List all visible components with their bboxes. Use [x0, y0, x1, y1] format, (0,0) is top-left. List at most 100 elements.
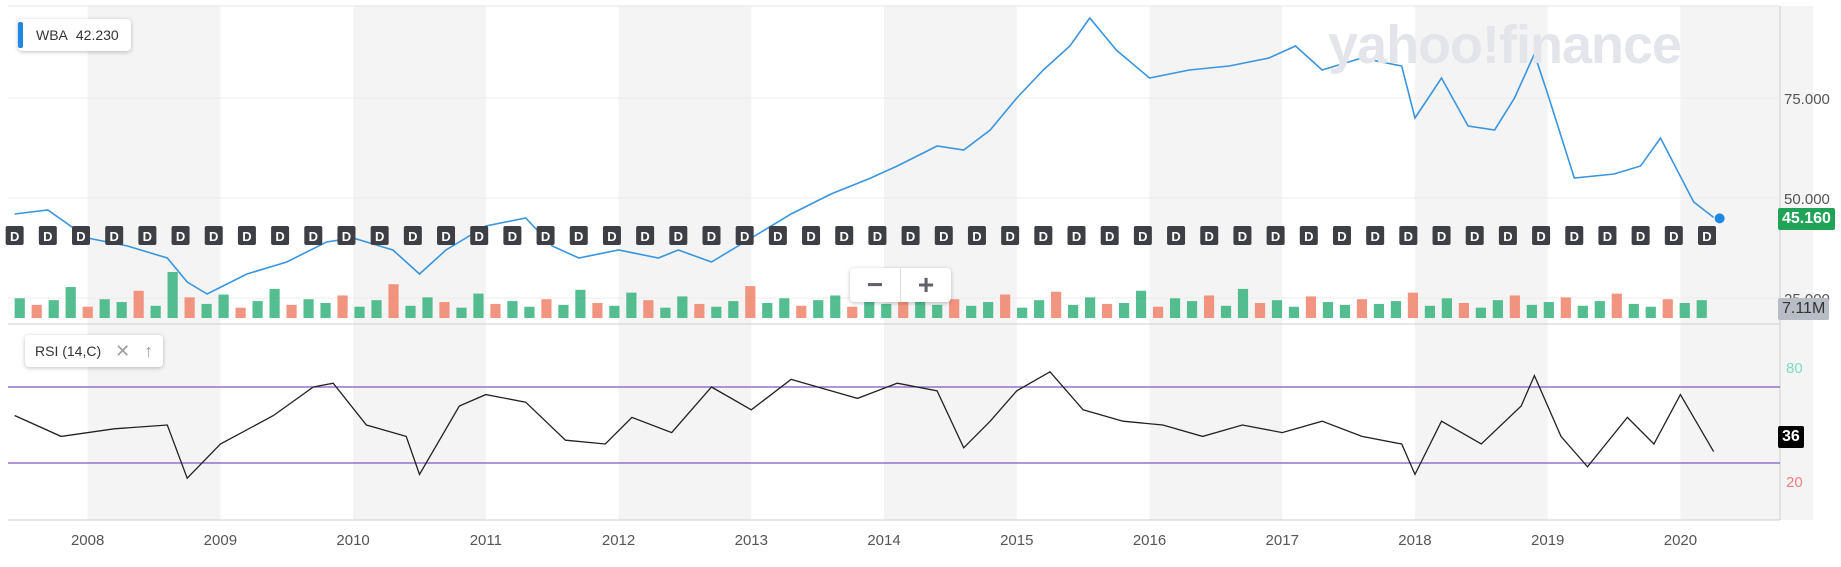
dividend-marker-label: D	[840, 229, 849, 244]
dividend-marker-label: D	[1370, 229, 1379, 244]
dividend-marker	[1067, 226, 1086, 245]
x-tick-label: 2018	[1398, 532, 1431, 549]
volume-bar	[371, 300, 382, 318]
volume-bar	[1645, 306, 1656, 318]
dividend-marker-label: D	[972, 229, 981, 244]
volume-bar	[1594, 301, 1605, 318]
volume-bar	[643, 300, 654, 318]
dividend-marker-label: D	[1404, 229, 1413, 244]
dividend-marker-label: D	[76, 229, 85, 244]
x-tick-label: 2015	[1000, 532, 1033, 549]
rsi-y-tick-label: 20	[1786, 474, 1803, 491]
dividend-marker-label: D	[1072, 229, 1081, 244]
dividend-marker-label: D	[10, 229, 19, 244]
volume-bar	[660, 307, 671, 318]
volume-bar	[1543, 302, 1554, 318]
dividend-marker	[1465, 226, 1484, 245]
dividend-marker-label: D	[408, 229, 417, 244]
dividend-marker-label: D	[674, 229, 683, 244]
dividend-marker	[1100, 226, 1119, 245]
volume-bar	[1611, 293, 1622, 318]
volume-bar	[1254, 302, 1266, 318]
volume-bar	[507, 301, 518, 318]
series-color-swatch	[18, 22, 23, 48]
volume-bars	[14, 272, 1707, 318]
volume-bar	[1679, 302, 1690, 318]
volume-bar	[847, 306, 858, 318]
price-y-tick-label: 50.000	[1784, 191, 1830, 208]
dividend-marker	[138, 226, 157, 245]
volume-bar	[949, 299, 960, 318]
close-icon[interactable]: ✕	[115, 340, 131, 361]
ticker-symbol: WBA	[36, 27, 68, 43]
dividend-marker	[835, 226, 854, 245]
dividend-marker-label: D	[209, 229, 218, 244]
dividend-marker	[237, 226, 256, 245]
dividend-marker-label: D	[1138, 229, 1147, 244]
dividend-marker-label: D	[1669, 229, 1678, 244]
volume-bar	[235, 307, 246, 318]
dividend-marker	[171, 226, 190, 245]
x-tick-label: 2016	[1133, 532, 1166, 549]
volume-bar	[354, 306, 365, 318]
volume-bar	[915, 293, 926, 318]
dividend-marker	[602, 226, 621, 245]
dividend-marker	[370, 226, 389, 245]
volume-bar	[694, 303, 705, 318]
dividend-marker-label: D	[1238, 229, 1247, 244]
volume-bar	[1051, 291, 1062, 318]
x-tick-label: 2019	[1531, 532, 1564, 549]
dividend-marker	[1034, 226, 1053, 245]
volume-bar	[14, 298, 25, 318]
dividend-marker	[901, 226, 920, 245]
dividend-marker	[669, 226, 688, 245]
dividend-marker	[403, 226, 422, 245]
arrow-up-icon[interactable]: ↑	[144, 340, 154, 361]
volume-bar	[1169, 298, 1181, 318]
zoom-in-button[interactable]: +	[917, 269, 935, 300]
volume-bar	[813, 300, 824, 318]
year-band	[884, 6, 1017, 520]
dividend-marker-label: D	[342, 229, 351, 244]
volume-bar	[796, 305, 807, 318]
volume-bar	[830, 295, 841, 318]
dividend-marker	[802, 226, 821, 245]
volume-bar	[983, 302, 994, 318]
volume-bar	[626, 292, 637, 318]
year-band	[353, 6, 486, 520]
x-tick-label: 2012	[602, 532, 635, 549]
volume-bar	[677, 296, 688, 318]
volume-bar	[1628, 303, 1639, 318]
dividend-marker-label: D	[1470, 229, 1479, 244]
volume-bar	[82, 306, 93, 318]
dividend-marker	[536, 226, 555, 245]
dividend-marker-label: D	[1702, 229, 1711, 244]
price-series	[14, 16, 1725, 295]
dividend-marker	[1233, 226, 1252, 245]
dividend-marker-label: D	[607, 229, 616, 244]
dividend-marker-label: D	[475, 229, 484, 244]
volume-bar	[1424, 305, 1435, 318]
volume-bar	[1085, 297, 1096, 318]
dividend-marker-label: D	[939, 229, 948, 244]
x-tick-label: 2013	[735, 532, 768, 549]
volume-bar	[303, 299, 314, 318]
dividend-marker-label: D	[375, 229, 384, 244]
volume-bar	[456, 307, 467, 318]
volume-bar	[1475, 307, 1486, 318]
rsi-indicator-label[interactable]: RSI (14,C) ✕ ↑	[25, 335, 164, 367]
volume-bar	[779, 298, 790, 318]
dividend-marker	[934, 226, 953, 245]
dividend-marker-label: D	[176, 229, 185, 244]
dividend-marker	[868, 226, 887, 245]
x-tick-label: 2011	[470, 532, 502, 549]
x-tick-label: 2014	[867, 532, 900, 549]
volume-bar	[167, 272, 178, 318]
volume-bar	[439, 302, 450, 318]
zoom-out-button[interactable]: −	[850, 268, 901, 302]
ticker-legend[interactable]: WBA 42.230	[18, 19, 131, 51]
dividend-marker	[1498, 226, 1517, 245]
year-band	[87, 6, 221, 520]
